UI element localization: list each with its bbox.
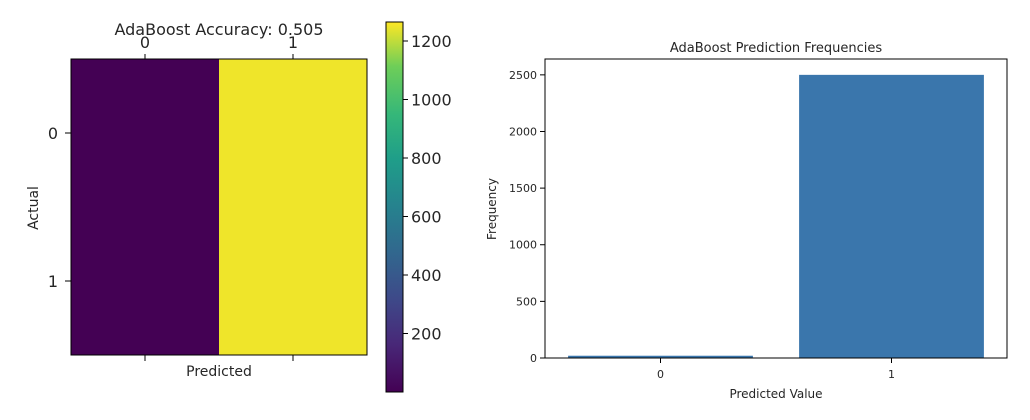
heatmap-frame xyxy=(70,58,368,356)
y-axis-label: Actual xyxy=(26,186,42,230)
bar-plot-frame xyxy=(544,58,1008,359)
bar-x-tick-label: 1 xyxy=(888,368,895,381)
x-tick-label-top-1: 1 xyxy=(288,33,298,52)
y-tick-label-1: 1 xyxy=(48,272,58,291)
x-tick-label-top-0: 0 xyxy=(140,33,150,52)
bar-0 xyxy=(568,355,753,358)
bar-y-tick-label: 0 xyxy=(530,352,537,365)
colorbar: 200 400 600 800 1000 1200 xyxy=(385,21,452,393)
heatmap-cell-0-0 xyxy=(71,59,219,207)
bar-y-ticks: 0 500 1000 1500 2000 2500 xyxy=(509,69,545,365)
bar-y-tick-label: 1500 xyxy=(509,182,537,195)
colorbar-tick-label: 400 xyxy=(411,266,442,285)
x-axis-label: Predicted xyxy=(186,364,252,380)
bar-x-tick-label: 0 xyxy=(657,368,664,381)
colorbar-gradient xyxy=(385,21,404,393)
colorbar-ticks: 200 400 600 800 1000 1200 xyxy=(403,32,452,344)
heatmap-cell-1-1 xyxy=(219,207,367,355)
bar-y-tick-label: 1000 xyxy=(509,239,537,252)
heatmap-cell-1-0 xyxy=(71,207,219,355)
confusion-matrix-title: AdaBoost Accuracy: 0.505 xyxy=(114,20,323,39)
bar-chart-title: AdaBoost Prediction Frequencies xyxy=(670,41,882,56)
heatmap-cell-0-1 xyxy=(219,59,367,207)
colorbar-tick-label: 1200 xyxy=(411,32,452,51)
bar-y-axis-label: Frequency xyxy=(485,178,499,240)
bar-series xyxy=(568,74,984,358)
bar-y-tick-label: 2000 xyxy=(509,125,537,138)
colorbar-tick-label: 200 xyxy=(411,325,442,344)
colorbar-tick-label: 1000 xyxy=(411,91,452,110)
bar-y-tick-label: 2500 xyxy=(509,69,537,82)
bar-y-tick-label: 500 xyxy=(516,295,537,308)
heatmap-cells xyxy=(71,59,367,355)
confusion-matrix: 0 1 0 1 AdaBoost Accuracy: 0.505 Predict… xyxy=(26,20,368,380)
y-tick-label-0: 0 xyxy=(48,124,58,143)
colorbar-tick-label: 800 xyxy=(411,149,442,168)
bar-1 xyxy=(799,74,984,358)
colorbar-tick-label: 600 xyxy=(411,208,442,227)
bar-x-axis-label: Predicted Value xyxy=(729,387,822,401)
